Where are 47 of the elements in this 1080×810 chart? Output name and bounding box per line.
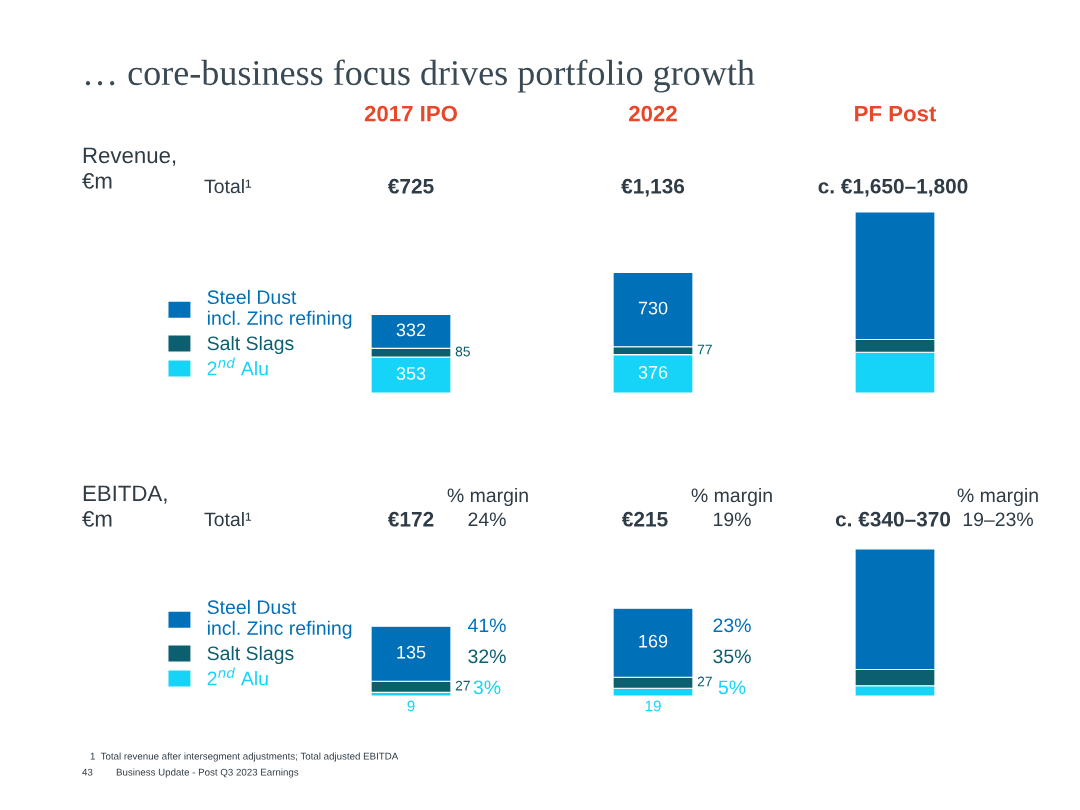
text: 19–23% <box>963 512 1033 527</box>
legend-label: 2$^{nd}$ Alu <box>207 667 268 686</box>
annotation: 35% <box>713 649 751 664</box>
data-label: 169 <box>639 634 668 648</box>
data-label: 27 <box>697 676 712 687</box>
data-label: 135 <box>397 645 426 659</box>
text: Business Update - Post Q3 2023 Earnings <box>116 768 299 778</box>
text: €1,136 <box>621 178 685 197</box>
chart-title: … core-business focus drives portfolio growth <box>85 59 755 93</box>
text: c. €340–370 <box>835 511 951 527</box>
text: c. €1,650–1,800 <box>818 178 968 197</box>
x-tick-label: PF Post <box>855 105 937 122</box>
text: 19% <box>714 512 751 527</box>
text: 43 <box>82 768 93 776</box>
annotation: 3% <box>473 680 501 695</box>
data-label: 27 <box>455 680 470 691</box>
x-tick-label: 2017 IPO <box>364 105 458 122</box>
text: 1 Total revenue after intersegment adjustments; Total adjusted EBITDA <box>90 752 399 762</box>
legend-label: Salt Slags <box>207 645 294 665</box>
legend-label: Salt Slags <box>207 335 294 355</box>
text: % margin <box>691 487 772 507</box>
annotation: 23% <box>713 618 751 633</box>
legend-label: 2$^{nd}$ Alu <box>207 357 268 376</box>
x-tick-label: 2022 <box>629 105 677 122</box>
data-label: 19 <box>645 700 661 712</box>
annotation: 41% <box>467 618 506 633</box>
data-label: 77 <box>697 344 712 355</box>
text: % margin <box>957 487 1038 507</box>
y-axis-title: Revenue, €m <box>82 147 176 189</box>
data-label: 730 <box>638 301 668 315</box>
data-label: 85 <box>455 346 470 357</box>
series-label: Steel Dust incl. Zinc refining <box>207 599 352 639</box>
y-axis-title: EBITDA, €m <box>82 485 167 527</box>
text: % margin <box>447 487 528 507</box>
text: €215 <box>621 511 668 527</box>
legend-label: Steel Dust incl. Zinc refining <box>207 289 352 329</box>
annotation: 5% <box>718 680 746 695</box>
data-label: 376 <box>638 365 668 379</box>
annotation: 32% <box>468 649 506 664</box>
data-label: 9 <box>407 700 415 712</box>
text: Total¹ <box>204 178 252 194</box>
data-label: 353 <box>396 367 426 380</box>
text: €172 <box>387 511 434 527</box>
text: €725 <box>387 178 434 194</box>
text: 24% <box>468 512 506 527</box>
text: Total¹ <box>204 511 252 527</box>
data-label: 332 <box>396 323 426 337</box>
